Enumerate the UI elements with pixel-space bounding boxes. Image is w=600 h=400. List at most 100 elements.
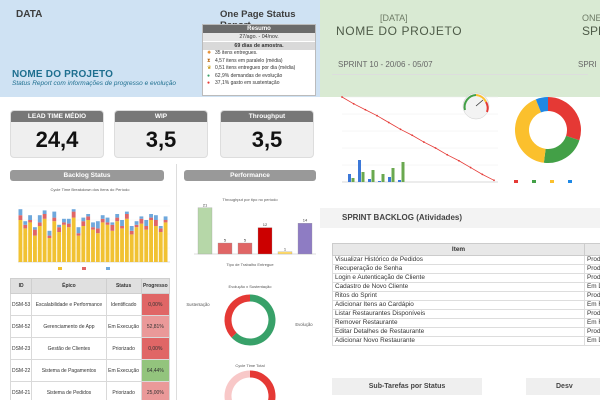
bar-segment bbox=[28, 222, 33, 262]
burndown-point bbox=[376, 114, 378, 117]
legend-swatch bbox=[568, 180, 572, 183]
pie-slice bbox=[543, 135, 580, 163]
burndown-chart bbox=[341, 96, 498, 183]
bar-segment bbox=[62, 218, 66, 223]
table-row[interactable]: Recuperação de Senha Prod bbox=[332, 264, 600, 274]
epic-status-cell: Identificado bbox=[105, 293, 142, 316]
cycle-chart-title: Cycle Time Breakdown dos Itens do Períod… bbox=[50, 187, 130, 192]
throughput-xlabel: Tipo de Trabalho Entregue bbox=[226, 262, 274, 267]
table-row[interactable]: Ritos do Sprint Prod bbox=[332, 291, 600, 301]
table-row[interactable]: Login e Autenticação de Cliente Prod bbox=[332, 273, 600, 283]
bar-segment bbox=[158, 232, 163, 262]
bar-segment bbox=[105, 217, 110, 223]
table-row[interactable]: Editar Detalhes de Restaurante Prod bbox=[332, 327, 600, 337]
throughput-bar bbox=[217, 242, 233, 255]
backlog-item-cell: Visualizar Histórico de Pedidos bbox=[332, 255, 585, 265]
bar-segment bbox=[139, 223, 144, 262]
donut-slice bbox=[249, 370, 276, 400]
header-banner-green bbox=[320, 0, 600, 97]
table-row[interactable]: DSM-53 Escalabilidade e Performance Identi… bbox=[9, 293, 171, 316]
bar-segment bbox=[18, 215, 23, 220]
epics-table: ID Épico Status Progresso DSM-53 Escalabi… bbox=[9, 278, 171, 400]
table-row[interactable]: Listar Restaurantes Disponíveis Prod bbox=[332, 309, 600, 319]
bar-segment bbox=[71, 217, 76, 262]
kpi-lead-time: LEAD TIME MÉDIO 24,4 bbox=[10, 110, 104, 158]
bar-segment bbox=[134, 227, 139, 262]
burndown-bar bbox=[378, 181, 381, 182]
table-row[interactable]: DSM-22 Sistema de Pagamentos Em Execução 64… bbox=[9, 359, 171, 382]
pie-slice bbox=[515, 99, 547, 163]
bar-segment bbox=[71, 211, 76, 218]
epic-id-cell: DSM-22 bbox=[9, 359, 33, 382]
gauge-chart bbox=[462, 92, 490, 120]
epic-progress-cell: 64,44% bbox=[140, 359, 171, 382]
bar-segment bbox=[18, 220, 23, 262]
cycle-time-total-donut bbox=[224, 370, 276, 400]
cycle-time-breakdown-chart bbox=[18, 205, 170, 270]
burndown-point bbox=[352, 102, 355, 105]
evolucao-sustentacao-donut bbox=[224, 294, 276, 346]
fire-icon: ✹ bbox=[207, 50, 212, 56]
bar-segment bbox=[28, 215, 33, 220]
table-row[interactable]: DSM-23 Gestão de Clientes Priorizado 0,00% bbox=[9, 337, 171, 360]
bar-segment bbox=[120, 226, 124, 229]
burndown-point bbox=[341, 96, 343, 98]
table-row[interactable]: DSM-21 Sistema de Pedidos Priorizado 25,00% bbox=[9, 381, 171, 400]
legend-swatch bbox=[58, 267, 62, 270]
bar-segment bbox=[86, 216, 91, 220]
date-label: DATA bbox=[16, 9, 43, 20]
table-header-row: Item bbox=[332, 243, 600, 256]
subtasks-status-header: Sub-Tarefas por Status bbox=[332, 378, 482, 395]
bar-segment bbox=[120, 220, 124, 226]
bar-value-label: 5 bbox=[224, 238, 227, 243]
bar-segment bbox=[23, 224, 28, 229]
project-title: NOME DO PROJETO bbox=[336, 24, 463, 38]
col-id: ID bbox=[9, 278, 33, 294]
sprint-backlog-band bbox=[320, 208, 600, 228]
bar-segment bbox=[42, 210, 47, 214]
epic-name-cell: Sistema de Pedidos bbox=[31, 381, 107, 400]
bar-segment bbox=[76, 235, 81, 262]
backlog-status-cell: Prod bbox=[584, 273, 600, 283]
project-title: NOME DO PROJETO bbox=[12, 69, 114, 80]
bar-segment bbox=[37, 215, 42, 223]
green-dot-icon: ● bbox=[207, 72, 211, 79]
legend-swatch bbox=[106, 267, 110, 270]
bar-segment bbox=[95, 228, 100, 234]
bar-segment bbox=[33, 235, 37, 262]
bar-segment bbox=[86, 214, 91, 217]
backlog-item-cell: Cadastro de Novo Cliente bbox=[332, 282, 585, 292]
sprint-label: SPRINT 10 - 20/06 - 05/07 bbox=[338, 60, 433, 69]
bar-segment bbox=[91, 229, 95, 262]
table-row[interactable]: DSM-52 Gerenciamento de App Em Execução 52,… bbox=[9, 315, 171, 338]
bar-segment bbox=[153, 226, 158, 262]
bar-segment bbox=[100, 222, 105, 262]
kpi-value: 3,5 bbox=[145, 127, 177, 152]
backlog-item-cell: Ritos do Sprint bbox=[332, 291, 585, 301]
donut-slice bbox=[224, 370, 251, 400]
sprint-report-right-page: [DATA] NOME DO PROJETO ONE SPRINT SPRINT… bbox=[320, 0, 600, 400]
summary-header: Resumo bbox=[203, 25, 315, 33]
pie-slice bbox=[535, 97, 549, 113]
bar-segment bbox=[42, 218, 47, 262]
burndown-bar bbox=[388, 177, 391, 182]
table-row[interactable]: Visualizar Histórico de Pedidos Prod bbox=[332, 255, 600, 265]
epic-id-cell: DSM-21 bbox=[9, 381, 33, 400]
burndown-point bbox=[446, 153, 449, 156]
kpi-label: LEAD TIME MÉDIO bbox=[11, 111, 103, 122]
sprint-backlog-title: SPRINT BACKLOG (Atividades) bbox=[342, 213, 463, 222]
burndown-bar bbox=[381, 174, 385, 182]
throughput-chart-title: Throughput por tipo no período bbox=[222, 197, 278, 202]
gauge-arc bbox=[463, 94, 477, 111]
bar-value-label: 12 bbox=[263, 222, 268, 227]
kpi-value: 24,4 bbox=[35, 127, 79, 152]
status-report-left-page: DATA One Page Status Report Resumo 27/ag… bbox=[0, 0, 320, 400]
throughput-bar bbox=[197, 207, 213, 255]
bar-segment bbox=[57, 232, 62, 262]
col-item: Item bbox=[332, 243, 585, 256]
bar-segment bbox=[33, 229, 37, 236]
